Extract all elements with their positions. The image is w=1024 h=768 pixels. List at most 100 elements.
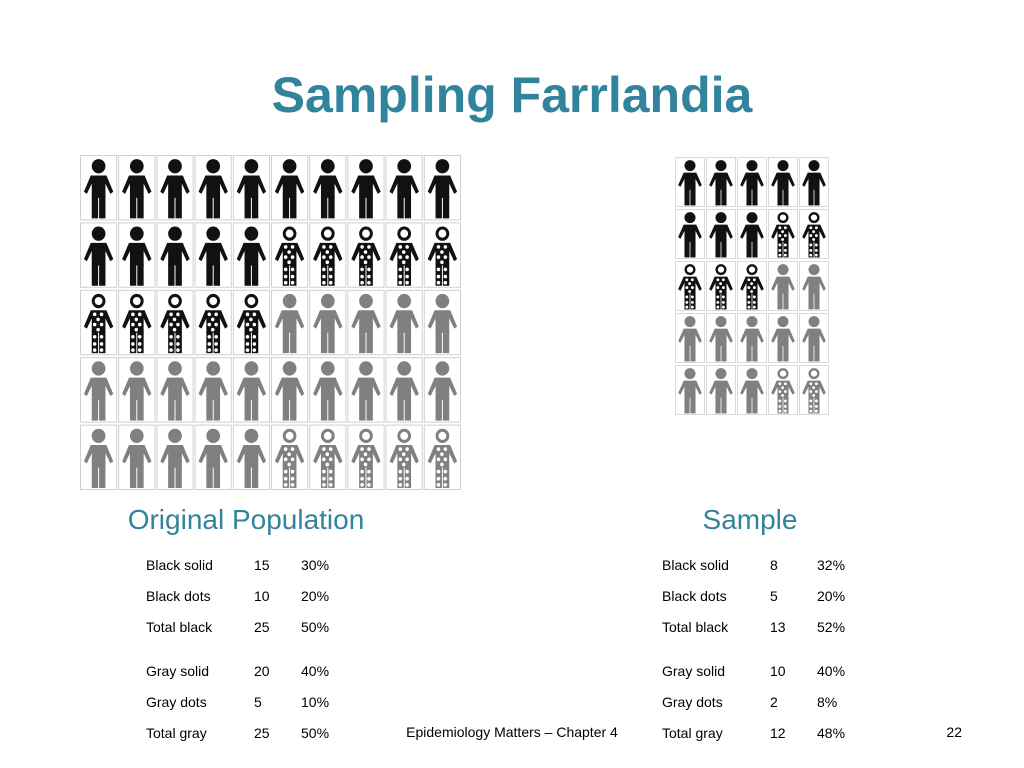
- percent: 40%: [817, 663, 846, 679]
- person-icon: [385, 289, 423, 356]
- person-icon: [118, 155, 156, 221]
- percent: 48%: [817, 725, 846, 741]
- row-label: Total gray: [662, 725, 723, 741]
- person-icon: [347, 155, 385, 221]
- person-icon: [706, 365, 736, 415]
- person-icon: [156, 289, 194, 356]
- person-icon: [675, 365, 705, 415]
- person-icon: [309, 222, 347, 288]
- person-icon: [799, 313, 829, 363]
- percent: 30%: [301, 557, 330, 573]
- person-icon: [385, 155, 423, 221]
- person-icon: [737, 209, 767, 259]
- page-number: 22: [946, 724, 962, 740]
- person-icon: [737, 365, 767, 415]
- count: 10: [254, 588, 270, 604]
- person-icon: [271, 155, 309, 221]
- count: 5: [770, 588, 778, 604]
- percent: 40%: [301, 663, 330, 679]
- count: 25: [254, 725, 270, 741]
- person-icon: [118, 424, 156, 491]
- person-icon: [737, 313, 767, 363]
- count: 13: [770, 619, 786, 635]
- person-icon: [271, 289, 309, 356]
- person-icon: [271, 222, 309, 288]
- row-label: Total black: [662, 619, 729, 635]
- person-icon: [737, 261, 767, 311]
- row-label: Gray solid: [662, 663, 726, 679]
- person-icon: [423, 222, 461, 288]
- count: 12: [770, 725, 786, 741]
- row-label: Total gray: [146, 725, 207, 741]
- panel-heading: Sample: [702, 504, 798, 535]
- count: 25: [254, 619, 270, 635]
- person-icon: [347, 357, 385, 423]
- count: 8: [770, 557, 778, 573]
- row-label: Black solid: [146, 557, 213, 573]
- panel-heading: Original Population: [127, 504, 365, 535]
- person-icon: [675, 261, 705, 311]
- person-icon: [194, 155, 232, 221]
- person-icon: [706, 157, 736, 207]
- person-icon: [118, 222, 156, 288]
- person-icon: [80, 424, 118, 491]
- person-icon: [156, 357, 194, 423]
- person-icon: [768, 313, 798, 363]
- person-icon: [799, 157, 829, 207]
- row-label: Black dots: [662, 588, 727, 604]
- person-icon: [385, 222, 423, 288]
- person-icon: [232, 155, 271, 221]
- person-icon: [768, 209, 798, 259]
- person-icon: [675, 209, 705, 259]
- person-icon: [737, 157, 767, 207]
- person-icon: [232, 289, 271, 356]
- person-icon: [706, 209, 736, 259]
- person-icon: [423, 357, 461, 423]
- person-icon: [423, 155, 461, 221]
- person-icon: [232, 424, 271, 491]
- person-icon: [232, 222, 271, 288]
- person-icon: [80, 357, 118, 423]
- person-icon: [271, 424, 309, 491]
- person-icon: [768, 365, 798, 415]
- count: 5: [254, 694, 262, 710]
- percent: 8%: [817, 694, 838, 710]
- percent: 32%: [817, 557, 846, 573]
- row-label: Gray dots: [662, 694, 723, 710]
- person-icon: [118, 357, 156, 423]
- person-icon: [118, 289, 156, 356]
- row-label: Black dots: [146, 588, 211, 604]
- count: 15: [254, 557, 270, 573]
- count: 10: [770, 663, 786, 679]
- percent: 20%: [301, 588, 330, 604]
- person-icon: [347, 424, 385, 491]
- count: 20: [254, 663, 270, 679]
- person-icon: [156, 222, 194, 288]
- row-label: Total black: [146, 619, 213, 635]
- percent: 50%: [301, 619, 330, 635]
- footer: Epidemiology Matters – Chapter 4: [406, 724, 618, 740]
- person-icon: [309, 155, 347, 221]
- percent: 50%: [301, 725, 330, 741]
- person-icon: [80, 222, 118, 288]
- person-icon: [423, 289, 461, 356]
- percent: 52%: [817, 619, 846, 635]
- count: 2: [770, 694, 778, 710]
- person-icon: [309, 357, 347, 423]
- person-icon: [675, 157, 705, 207]
- person-icon: [768, 157, 798, 207]
- person-icon: [385, 424, 423, 491]
- person-icon: [309, 289, 347, 356]
- person-icon: [194, 357, 232, 423]
- person-icon: [194, 289, 232, 356]
- person-icon: [309, 424, 347, 491]
- person-icon: [799, 209, 829, 259]
- person-icon: [385, 357, 423, 423]
- percent: 10%: [301, 694, 330, 710]
- person-icon: [799, 365, 829, 415]
- person-icon: [232, 357, 271, 423]
- person-icon: [706, 313, 736, 363]
- person-icon: [194, 424, 232, 491]
- person-icon: [156, 424, 194, 491]
